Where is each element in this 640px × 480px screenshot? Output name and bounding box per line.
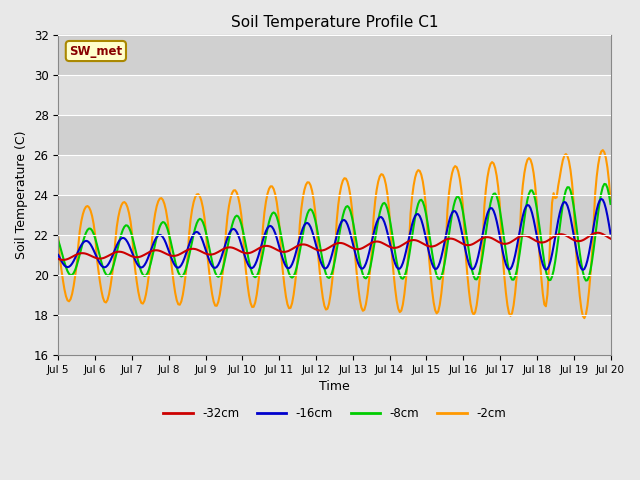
X-axis label: Time: Time: [319, 380, 350, 393]
Bar: [58, 275, 611, 315]
Text: SW_met: SW_met: [69, 45, 122, 58]
Bar: [58, 155, 611, 195]
Legend: -32cm, -16cm, -8cm, -2cm: -32cm, -16cm, -8cm, -2cm: [158, 402, 511, 425]
Y-axis label: Soil Temperature (C): Soil Temperature (C): [15, 131, 28, 259]
Bar: [58, 115, 611, 155]
Bar: [58, 36, 611, 75]
Title: Soil Temperature Profile C1: Soil Temperature Profile C1: [230, 15, 438, 30]
Bar: [58, 315, 611, 355]
Bar: [58, 235, 611, 275]
Bar: [58, 195, 611, 235]
Bar: [58, 75, 611, 115]
